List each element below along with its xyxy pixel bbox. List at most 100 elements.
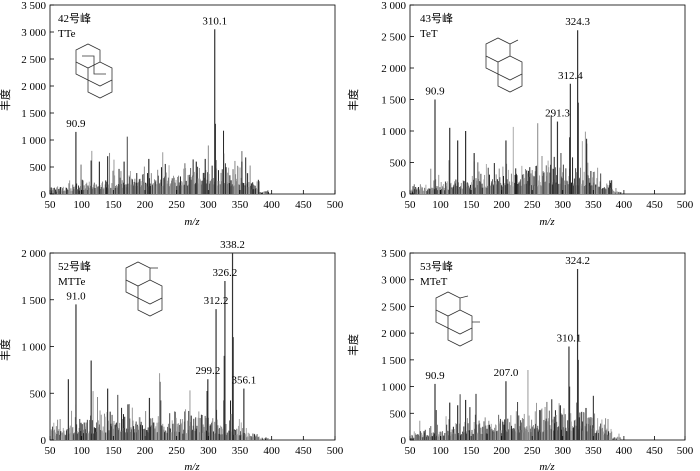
x-tick-label: 350 <box>585 445 602 457</box>
peak-annotation: 324.2 <box>565 255 590 267</box>
peak-annotation: 299.2 <box>195 365 220 377</box>
plot-frame <box>409 4 686 195</box>
y-axis-label: 丰度 <box>346 89 360 111</box>
x-tick-label: 400 <box>616 445 633 457</box>
x-tick-label: 450 <box>295 445 312 457</box>
x-tick-label: 250 <box>168 445 185 457</box>
x-tick-label: 400 <box>263 199 280 211</box>
x-tick-label: 500 <box>327 445 344 457</box>
panel-peak-43: 43号峰 TeT 丰度 m/z 324.3 312.4 291.3 90.9 50 10… <box>346 0 694 228</box>
structure-diagram <box>75 43 113 99</box>
peak-annotation: 90.9 <box>425 370 445 382</box>
peak-annotation: 310.1 <box>557 333 582 345</box>
x-tick-label: 500 <box>677 445 694 457</box>
y-tick-label: 2 000 <box>21 81 46 93</box>
peak-annotation: 338.2 <box>220 239 245 251</box>
panel-peak-label: 42号峰 <box>58 12 91 25</box>
x-axis-label-text: m/z <box>539 461 555 471</box>
y-tick-label: 0 <box>401 435 407 447</box>
x-tick-label: 250 <box>524 445 541 457</box>
x-tick-label: 150 <box>105 445 122 457</box>
panel-compound-label: TTe <box>58 28 76 40</box>
peak-annotation: 90.9 <box>425 86 445 98</box>
x-tick-label: 300 <box>555 445 572 457</box>
spectrum-bars: 310.1 90.9 <box>50 15 269 194</box>
y-tick-label: 1 500 <box>381 95 406 107</box>
y-tick-label: 2 500 <box>381 32 406 44</box>
peak-annotation: 312.2 <box>204 295 229 307</box>
x-tick-label: 450 <box>646 199 663 211</box>
panel-peak-53: 53号峰 MTeT 丰度 m/z 324.2 310.1 207.0 90.9 50 1… <box>346 248 694 471</box>
y-tick-label: 1 000 <box>21 135 46 147</box>
structure-diagram <box>435 291 480 347</box>
x-tick-label: 300 <box>555 199 572 211</box>
y-tick-label: 0 <box>41 189 47 201</box>
peak-annotation: 326.2 <box>213 267 238 279</box>
panel-peak-42: 42号峰 TTe 丰度 m/z 310.1 90.9 50 100 150 200 250… <box>0 0 344 228</box>
y-tick-label: 500 <box>30 388 47 400</box>
y-tick-label: 2 000 <box>21 248 46 260</box>
x-tick-label: 200 <box>493 199 510 211</box>
peak-annotation: 90.9 <box>66 118 86 130</box>
x-tick-label: 50 <box>405 199 417 211</box>
y-tick-label: 3 000 <box>381 275 406 287</box>
panel-compound-label: TeT <box>420 28 438 40</box>
panel-peak-label: 53号峰 <box>420 260 453 273</box>
y-tick-label: 500 <box>390 408 407 420</box>
x-tick-label: 350 <box>232 199 249 211</box>
panel-peak-label: 52号峰 <box>58 260 91 273</box>
y-tick-label: 500 <box>390 158 407 170</box>
plot-frame <box>49 4 336 195</box>
x-axis-label-text: m/z <box>539 216 555 228</box>
spectrum-bars: 324.3 312.4 291.3 90.9 <box>410 16 622 194</box>
structure-diagram <box>485 37 523 93</box>
x-tick-label: 150 <box>463 199 480 211</box>
structure-diagram <box>125 261 163 317</box>
x-axis-label-text: m/z <box>184 461 200 471</box>
x-tick-label: 200 <box>137 199 154 211</box>
y-tick-label: 1 000 <box>381 382 406 394</box>
x-tick-label: 500 <box>327 199 344 211</box>
x-tick-label: 250 <box>168 199 185 211</box>
y-tick-label: 0 <box>401 189 407 201</box>
y-tick-label: 2 000 <box>381 63 406 75</box>
y-tick-label: 3 000 <box>21 27 46 39</box>
y-tick-label: 3 500 <box>21 0 46 12</box>
y-tick-label: 3 000 <box>381 0 406 12</box>
peak-annotation: 207.0 <box>494 367 519 379</box>
y-axis-label: 丰度 <box>346 334 360 356</box>
x-tick-label: 300 <box>200 199 217 211</box>
peak-annotation: 291.3 <box>545 108 570 120</box>
x-tick-label: 200 <box>493 445 510 457</box>
panel-compound-label: MTTe <box>58 276 85 288</box>
spectrum-bars: 324.2 310.1 207.0 90.9 <box>410 255 622 440</box>
x-tick-label: 250 <box>524 199 541 211</box>
x-tick-label: 450 <box>646 445 663 457</box>
y-tick-label: 2 500 <box>21 54 46 66</box>
x-tick-label: 400 <box>263 445 280 457</box>
peak-annotation: 312.4 <box>558 70 583 82</box>
y-tick-label: 3 500 <box>381 248 406 260</box>
plot-frame <box>409 252 686 441</box>
x-tick-label: 500 <box>677 199 694 211</box>
x-tick-label: 50 <box>45 199 57 211</box>
peak-annotation: 310.1 <box>202 15 227 27</box>
x-tick-label: 100 <box>73 199 90 211</box>
x-axis-label: m/z <box>184 216 200 228</box>
x-tick-label: 400 <box>616 199 633 211</box>
panel-compound-label: MTeT <box>420 276 448 288</box>
x-tick-label: 150 <box>105 199 122 211</box>
x-tick-label: 150 <box>463 445 480 457</box>
panel-peak-label: 43号峰 <box>420 12 453 25</box>
peak-annotation: 356.1 <box>231 375 256 387</box>
x-tick-label: 100 <box>432 199 449 211</box>
y-tick-label: 0 <box>41 435 47 447</box>
x-axis-label: m/z <box>539 461 555 471</box>
peak-annotation: 91.0 <box>66 290 86 302</box>
x-tick-label: 300 <box>200 445 217 457</box>
x-tick-label: 50 <box>405 445 417 457</box>
y-tick-label: 1 000 <box>21 342 46 354</box>
x-tick-label: 100 <box>73 445 90 457</box>
x-axis-label: m/z <box>184 461 200 471</box>
